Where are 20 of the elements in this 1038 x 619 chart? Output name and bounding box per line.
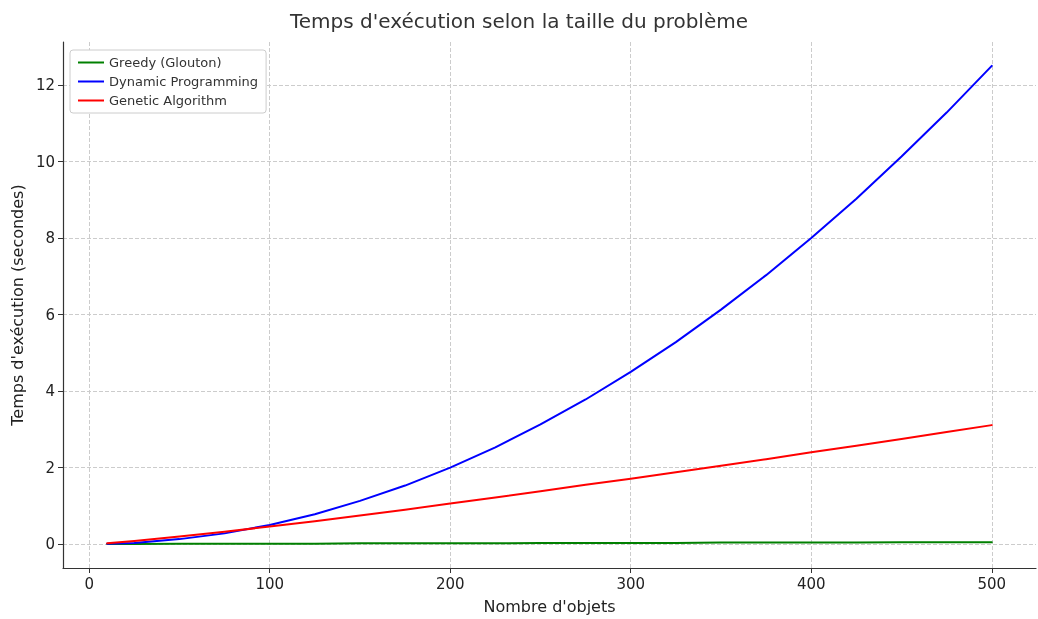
line-series (106, 424, 993, 545)
legend-label: Greedy (Glouton) (109, 55, 222, 70)
chart-title: Temps d'exécution selon la taille du problème (288, 9, 749, 33)
y-tick-label: 2 (45, 458, 55, 477)
y-tick-label: 12 (35, 76, 55, 95)
x-axis-title: Nombre d'objets (483, 596, 616, 616)
x-tick-label: 500 (977, 574, 1007, 593)
y-tick-label: 4 (45, 382, 55, 401)
legend-label: Genetic Algorithm (109, 93, 227, 108)
y-tick-label: 10 (35, 152, 55, 171)
y-axis-title: Temps d'exécution (secondes) (7, 184, 27, 427)
x-tick-label: 100 (255, 574, 285, 593)
x-tick-label: 0 (84, 574, 94, 593)
x-tick-label: 400 (796, 574, 826, 593)
y-tick-label: 8 (45, 229, 55, 248)
y-tick-label: 0 (45, 535, 55, 554)
x-tick-label: 200 (435, 574, 465, 593)
x-tick-label: 300 (616, 574, 646, 593)
legend-label: Dynamic Programming (109, 74, 259, 89)
y-tick-label: 6 (45, 305, 55, 324)
